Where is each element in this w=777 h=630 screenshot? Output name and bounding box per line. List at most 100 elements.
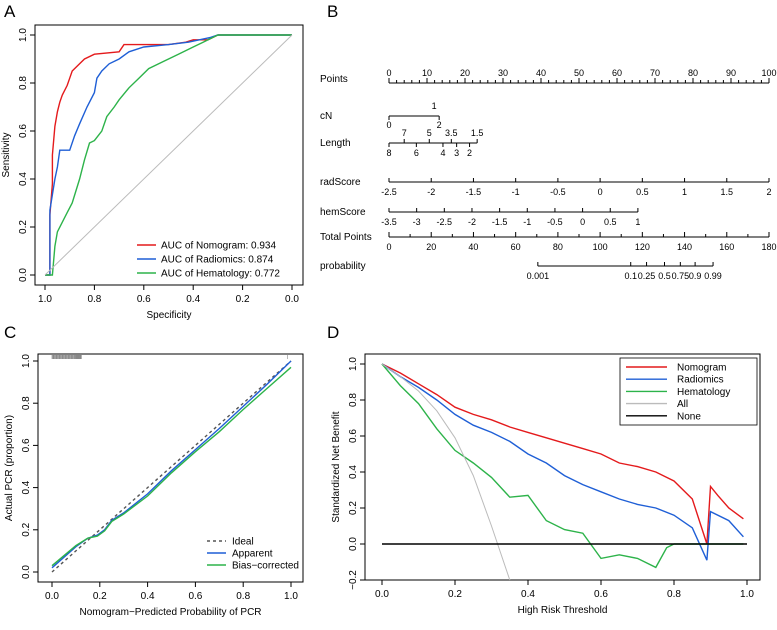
points-tick-label: 70 bbox=[650, 68, 660, 78]
cn-tick-label: 2 bbox=[437, 120, 442, 130]
legend-label: Radiomics bbox=[677, 375, 724, 386]
y-tick-label: −0.2 bbox=[348, 570, 359, 590]
hemscore-tick-label: -0.5 bbox=[547, 217, 563, 227]
total-points-tick-label: 80 bbox=[553, 242, 563, 252]
total-points-tick-label: 0 bbox=[386, 242, 391, 252]
points-tick-label: 90 bbox=[726, 68, 736, 78]
x-tick-label: 0.0 bbox=[285, 294, 299, 305]
hemscore-tick-label: 0.5 bbox=[604, 217, 617, 227]
legend-label: Apparent bbox=[232, 549, 273, 560]
radscore-tick-label: 2 bbox=[766, 187, 771, 197]
panel-c: 0.0 0.2 0.4 0.6 0.8 1.0 0.0 0.2 0.4 0.6 0.8 1.0 Nomo… bbox=[4, 353, 304, 618]
y-tick-label: 1.0 bbox=[348, 357, 359, 371]
probability-tick-label: 0.5 bbox=[658, 271, 671, 281]
series-line-hematology bbox=[45, 34, 292, 276]
points-tick-label: 50 bbox=[574, 68, 584, 78]
x-tick-label: 0.6 bbox=[137, 294, 151, 305]
total-points-tick-label: 160 bbox=[719, 242, 734, 252]
points-tick-label: 100 bbox=[761, 68, 776, 78]
legend-label-radiomics: AUC of Radiomics: 0.874 bbox=[161, 255, 274, 266]
panel-label-c: C bbox=[4, 323, 16, 342]
total-points-tick-label: 20 bbox=[426, 242, 436, 252]
nomogram-row-label: Total Points bbox=[320, 232, 372, 243]
length-tick-label: 8 bbox=[386, 148, 391, 158]
series-line-reference bbox=[44, 34, 293, 276]
radscore-tick-label: -0.5 bbox=[550, 187, 566, 197]
length-tick-label: 4 bbox=[440, 148, 445, 158]
panel-label-b: B bbox=[327, 2, 338, 21]
points-tick-label: 10 bbox=[422, 68, 432, 78]
points-tick-label: 20 bbox=[460, 68, 470, 78]
total-points-tick-label: 100 bbox=[593, 242, 608, 252]
panel-label-a: A bbox=[4, 2, 16, 21]
legend: AUC of Nomogram: 0.934 AUC of Radiomics: … bbox=[137, 241, 280, 280]
points-tick-label: 0 bbox=[386, 68, 391, 78]
nomogram-row-label: hemScore bbox=[320, 207, 366, 218]
series-line-bias-corrected bbox=[51, 366, 292, 567]
points-tick-label: 60 bbox=[612, 68, 622, 78]
radscore-tick-label: 1 bbox=[682, 187, 687, 197]
y-tick-label: 0.6 bbox=[348, 429, 359, 443]
total-points-tick-label: 60 bbox=[511, 242, 521, 252]
length-tick-label: 6 bbox=[414, 148, 419, 158]
cn-tick-label: 0 bbox=[386, 120, 391, 130]
radscore-tick-label: -2.5 bbox=[381, 187, 397, 197]
x-tick-label: 0.8 bbox=[87, 294, 101, 305]
series-line-all bbox=[381, 363, 511, 581]
y-tick-label: 0.2 bbox=[18, 220, 29, 234]
radscore-tick-label: -1.5 bbox=[466, 187, 482, 197]
x-axis-label: Specificity bbox=[146, 310, 191, 321]
x-tick-label: 0.0 bbox=[45, 591, 59, 602]
hemscore-tick-label: -1 bbox=[523, 217, 531, 227]
plot-frame bbox=[364, 353, 761, 581]
total-points-tick-label: 120 bbox=[635, 242, 650, 252]
plot-frame bbox=[34, 24, 304, 286]
plot-frame bbox=[37, 353, 304, 583]
probability-tick-label: 0.75 bbox=[672, 271, 690, 281]
length-tick-label: 2 bbox=[467, 148, 472, 158]
length-tick-label: 7 bbox=[402, 128, 407, 138]
hemscore-tick-label: 1 bbox=[635, 217, 640, 227]
cn-tick-label: 1 bbox=[432, 101, 437, 111]
panel-b-nomogram: Points cN Length radScore hemScore Total Poin… bbox=[320, 68, 777, 281]
probability-tick-label: 0.99 bbox=[704, 271, 722, 281]
nomogram-row-label: probability bbox=[320, 261, 366, 272]
hemscore-tick-label: -1.5 bbox=[492, 217, 508, 227]
nomogram-row-label: Length bbox=[320, 138, 351, 149]
points-tick-label: 80 bbox=[688, 68, 698, 78]
x-tick-label: 1.0 bbox=[740, 589, 754, 600]
x-tick-label: 1.0 bbox=[284, 591, 298, 602]
legend-label-hematology: AUC of Hematology: 0.772 bbox=[161, 269, 280, 280]
x-tick-label: 0.4 bbox=[141, 591, 155, 602]
probability-tick-label: 0.1 bbox=[624, 271, 637, 281]
probability-tick-label: 0.9 bbox=[689, 271, 702, 281]
x-tick-label: 0.0 bbox=[375, 589, 389, 600]
points-tick-label: 30 bbox=[498, 68, 508, 78]
x-tick-label: 0.2 bbox=[93, 591, 107, 602]
x-tick-label: 0.8 bbox=[667, 589, 681, 600]
y-tick-label: 0.8 bbox=[18, 76, 29, 90]
series-line-ideal bbox=[51, 360, 292, 573]
y-tick-label: 0.2 bbox=[21, 522, 32, 536]
radscore-tick-label: 0.5 bbox=[636, 187, 649, 197]
panel-letters: A B C D bbox=[4, 2, 339, 342]
hemscore-tick-label: -3 bbox=[413, 217, 421, 227]
legend-label: Nomogram bbox=[677, 363, 726, 374]
total-points-tick-label: 140 bbox=[677, 242, 692, 252]
length-tick-label: 3.5 bbox=[445, 128, 458, 138]
radscore-tick-label: 0 bbox=[598, 187, 603, 197]
nomogram-row-label: radScore bbox=[320, 177, 361, 188]
probability-tick-label: 0.001 bbox=[527, 271, 550, 281]
hemscore-tick-label: -3.5 bbox=[381, 217, 397, 227]
series-line-radiomics bbox=[45, 34, 292, 276]
x-tick-label: 0.6 bbox=[188, 591, 202, 602]
rug-marks bbox=[51, 355, 288, 359]
nomogram-row-label: cN bbox=[320, 111, 332, 122]
y-tick-label: 0.4 bbox=[21, 480, 32, 494]
total-points-tick-label: 40 bbox=[468, 242, 478, 252]
y-tick-label: 0.6 bbox=[21, 438, 32, 452]
y-tick-label: 0.4 bbox=[18, 172, 29, 186]
nomogram-row-label: Points bbox=[320, 74, 348, 85]
hemscore-tick-label: -2 bbox=[468, 217, 476, 227]
